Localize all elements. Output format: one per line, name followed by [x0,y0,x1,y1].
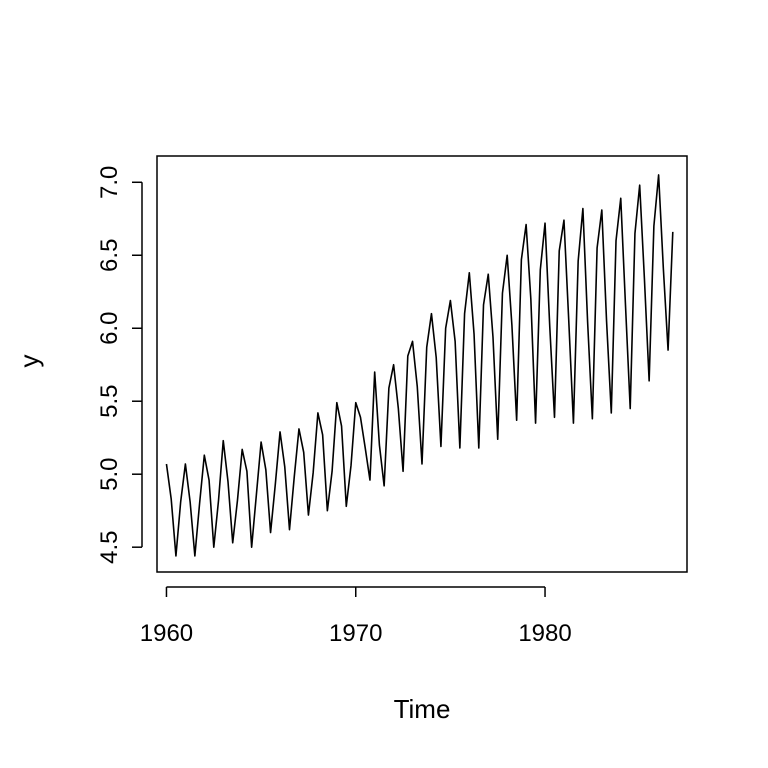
y-tick-label: 7.0 [96,166,123,199]
y-tick-label: 6.5 [96,239,123,272]
y-tick-label: 5.5 [96,385,123,418]
y-tick-label: 4.5 [96,530,123,563]
series-line [165,174,674,557]
x-tick-label: 1980 [518,620,571,647]
y-tick-label: 6.0 [96,312,123,345]
plot-frame [156,155,688,573]
y-axis-title: y [14,355,44,368]
series-layer [165,174,674,557]
y-axis: 4.5 5.0 5.5 6.0 6.5 7.0 [96,166,143,564]
x-tick-label: 1960 [140,620,193,647]
x-axis-title: Time [394,694,451,724]
y-tick-label: 5.0 [96,458,123,491]
x-axis: 1960 1970 1980 [140,586,572,647]
x-tick-label: 1970 [329,620,382,647]
